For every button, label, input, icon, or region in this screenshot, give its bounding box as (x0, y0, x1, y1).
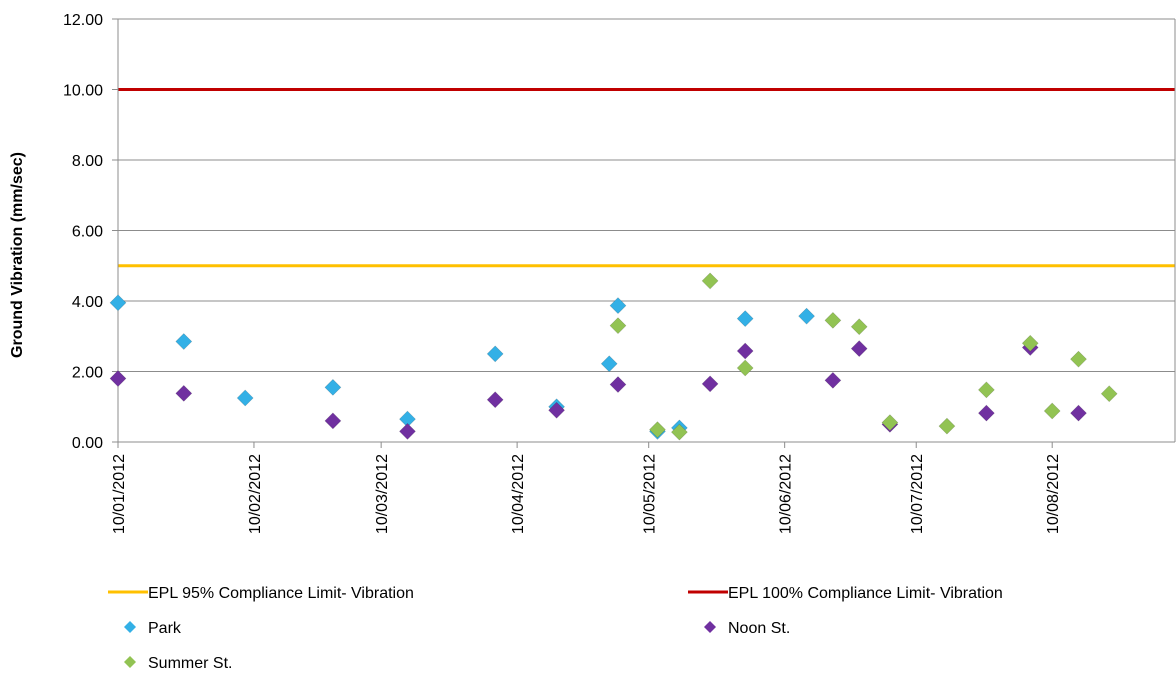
noon-st-point (850, 340, 868, 358)
park-point (324, 378, 342, 396)
legend-label: Park (148, 620, 182, 637)
summer-st-point (649, 421, 666, 439)
park-point (109, 294, 127, 312)
legend-label: Summer St. (148, 655, 232, 672)
park-point (736, 310, 754, 328)
x-tick-label: 10/07/2012 (909, 454, 926, 534)
noon-st-point (977, 404, 995, 422)
summer-st-point (850, 318, 868, 336)
noon-st-point (175, 384, 193, 402)
y-tick-label: 4.00 (72, 294, 103, 311)
summer-st-point (701, 272, 719, 290)
summer-st-point (881, 414, 899, 432)
y-tick-labels: 0.00 2.00 4.00 6.00 8.00 10.00 12.00 (63, 12, 103, 452)
y-tick-label: 8.00 (72, 153, 103, 170)
legend-marker-park (124, 621, 136, 633)
y-tick-label: 12.00 (63, 12, 103, 29)
legend-label: EPL 95% Compliance Limit- Vibration (148, 585, 414, 602)
summer-st-point (1021, 334, 1039, 352)
y-tick-label: 0.00 (72, 435, 103, 452)
legend-label: EPL 100% Compliance Limit- Vibration (728, 585, 1003, 602)
x-tick-label: 10/04/2012 (510, 454, 527, 534)
summer-st-point (1100, 385, 1118, 403)
summer-st-point (1070, 350, 1087, 368)
x-tick-label: 10/08/2012 (1045, 454, 1062, 534)
gridlines (112, 18, 1175, 443)
noon-st-point (701, 375, 719, 393)
noon-st-point (609, 376, 627, 393)
noon-st-point (824, 371, 842, 389)
y-axis-title: Ground Vibration (mm/sec) (9, 152, 26, 358)
legend-label: Noon St. (728, 620, 790, 637)
park-point (609, 297, 627, 315)
noon-st-point (1070, 404, 1087, 422)
summer-st-point (1043, 402, 1061, 420)
park-point (486, 345, 504, 363)
park-point (236, 389, 254, 407)
summer-st-point (670, 423, 688, 441)
noon-st-point (548, 401, 566, 419)
summer-st-point (938, 417, 956, 435)
noon-st-point (399, 423, 416, 440)
park-point (600, 355, 618, 373)
x-tick-label: 10/01/2012 (111, 454, 128, 534)
legend-marker-summer-st (124, 656, 136, 668)
park-point (798, 307, 816, 325)
summer-st-point (736, 359, 754, 377)
x-tick-labels: 10/01/2012 10/02/2012 10/03/2012 10/04/2012… (111, 454, 1062, 534)
park-point (175, 333, 193, 350)
noon-st-point (324, 412, 342, 430)
noon-st-point (486, 391, 504, 409)
x-tick-label: 10/06/2012 (778, 454, 795, 534)
legend-marker-noon-st (704, 621, 716, 633)
noon-st-point (109, 370, 127, 387)
compliance-limit-lines (118, 88, 1175, 268)
summer-st-point (824, 311, 842, 329)
y-tick-label: 2.00 (72, 365, 103, 382)
x-tick-label: 10/05/2012 (642, 454, 659, 534)
legend: EPL 95% Compliance Limit- Vibration EPL 1… (108, 585, 1003, 672)
axes (117, 19, 1176, 448)
x-tick-label: 10/02/2012 (247, 454, 264, 534)
summer-st-point (609, 317, 627, 335)
x-tick-label: 10/03/2012 (374, 454, 391, 534)
y-tick-label: 10.00 (63, 83, 103, 100)
data-points (109, 272, 1118, 441)
summer-st-point (977, 381, 995, 399)
y-tick-label: 6.00 (72, 224, 103, 241)
noon-st-point (736, 342, 754, 360)
